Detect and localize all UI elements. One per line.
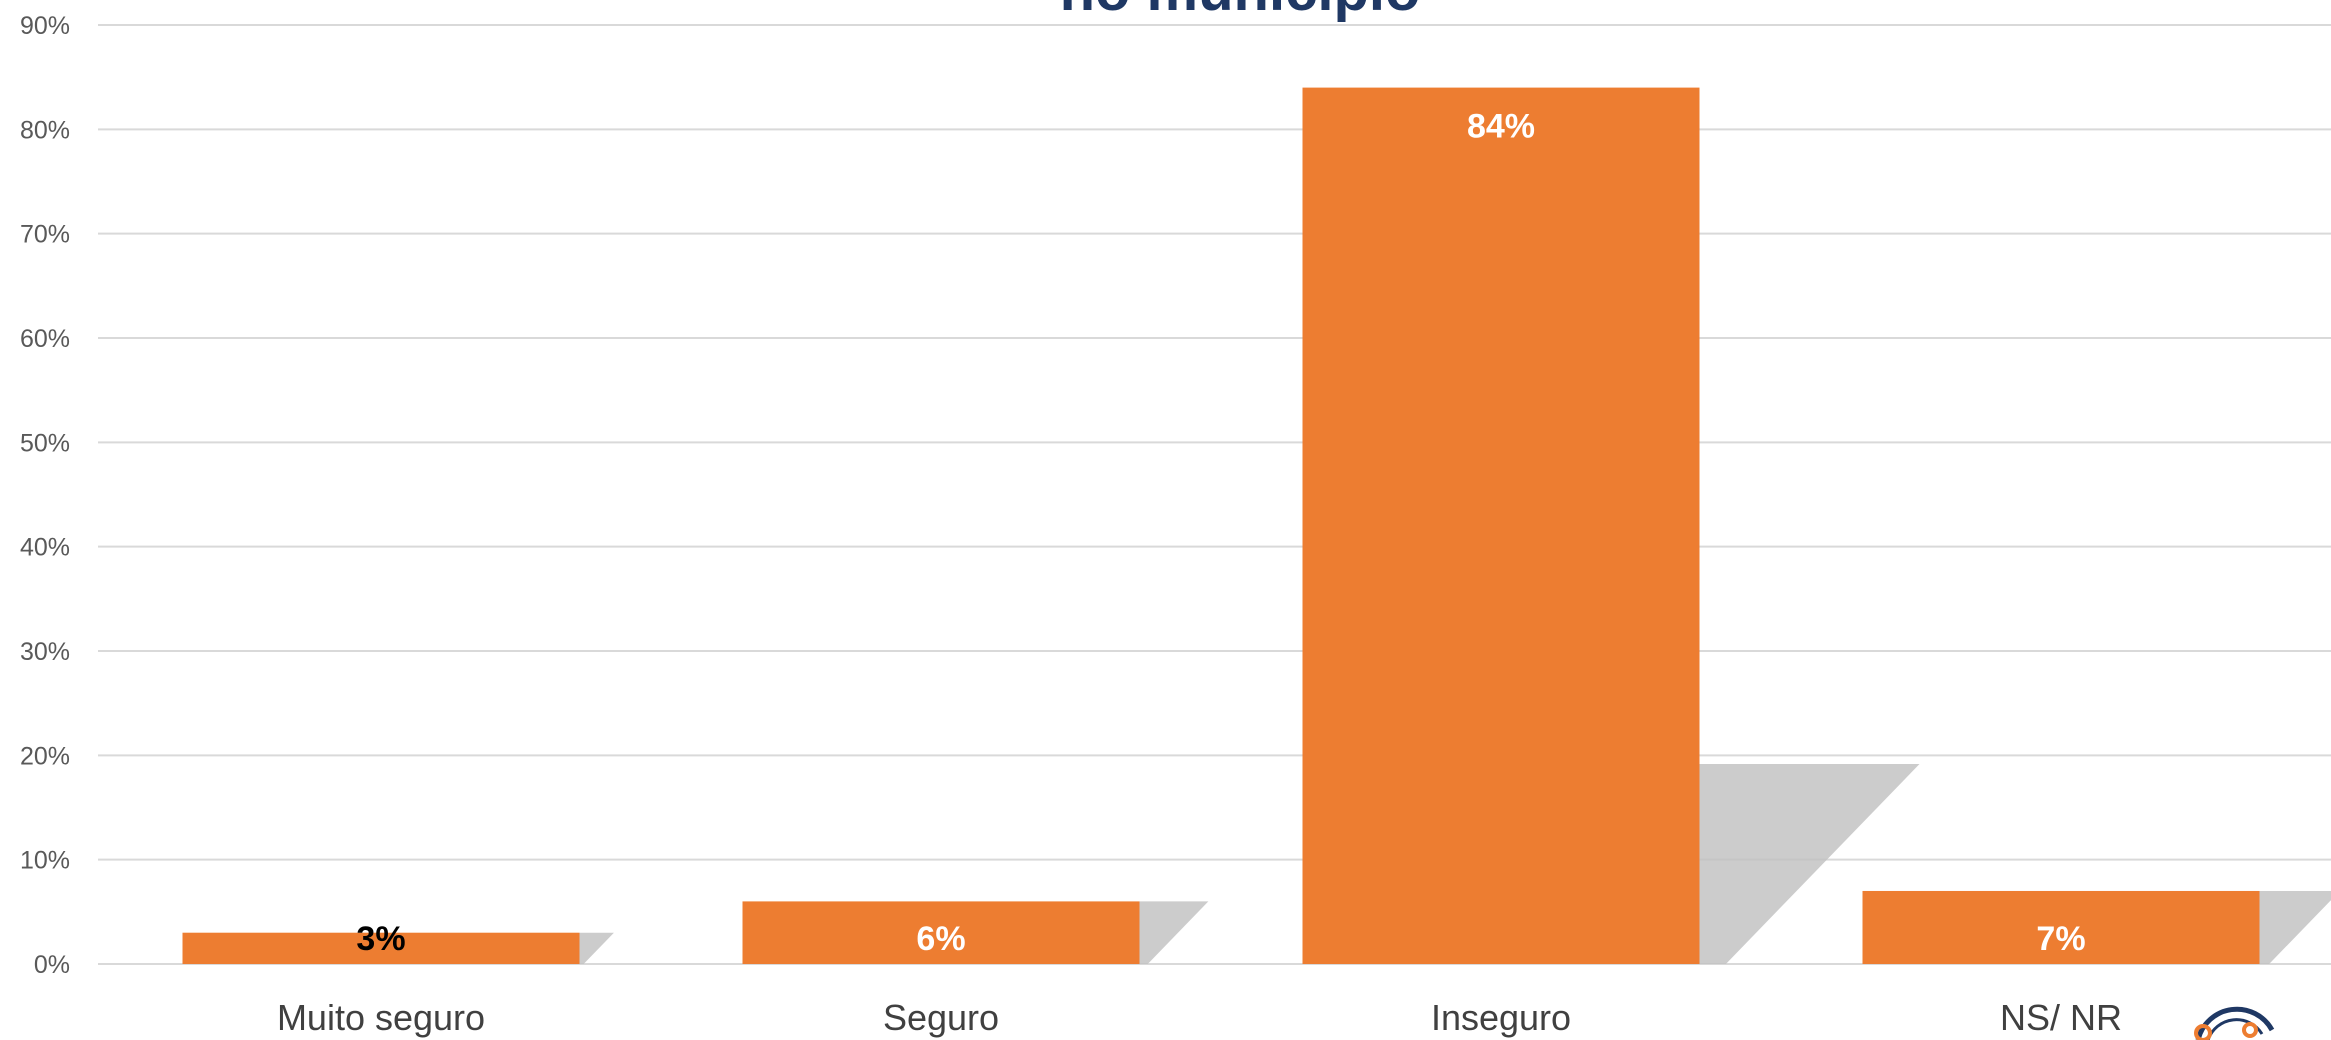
y-tick-label: 70% — [20, 221, 70, 249]
bar — [1862, 890, 2260, 964]
bar — [742, 901, 1140, 964]
y-tick-label: 50% — [20, 429, 70, 457]
bar — [1302, 87, 1700, 965]
x-axis-categories: Muito seguro Seguro Inseguro NS/ NR — [277, 997, 2122, 1038]
x-category-label: Muito seguro — [277, 997, 485, 1038]
data-label: 7% — [2036, 920, 2085, 958]
shadow-layer — [579, 764, 2331, 964]
data-label: 84% — [1467, 108, 1535, 146]
bars-layer — [182, 87, 2260, 965]
y-tick-label: 60% — [20, 325, 70, 353]
logo-icon — [2194, 1006, 2275, 1040]
data-labels-layer: 3% 6% 84% 7% — [356, 108, 2085, 958]
x-category-label: Inseguro — [1431, 997, 1571, 1038]
y-tick-label: 20% — [20, 742, 70, 770]
y-tick-label: 40% — [20, 534, 70, 562]
y-axis-ticks: 0% 10% 20% 30% 40% 50% 60% 70% 80% 90% — [20, 12, 70, 979]
bar-shadow — [1699, 764, 1920, 964]
y-tick-label: 0% — [34, 951, 70, 979]
bar-shadow — [2259, 890, 2331, 964]
chart-title: no município — [1060, 0, 1421, 23]
y-tick-label: 30% — [20, 638, 70, 666]
bar-shadow — [579, 932, 614, 964]
y-tick-label: 90% — [20, 12, 70, 40]
bar-shadow — [1139, 901, 1209, 964]
chart-title-layer: no município — [1060, 0, 1421, 23]
y-tick-label: 10% — [20, 847, 70, 875]
x-category-label: NS/ NR — [2000, 997, 2122, 1038]
y-tick-label: 80% — [20, 116, 70, 144]
data-label: 3% — [356, 920, 405, 958]
x-category-label: Seguro — [883, 997, 999, 1038]
data-label: 6% — [916, 920, 965, 958]
bar — [182, 932, 580, 964]
grid-layer — [98, 24, 2331, 965]
